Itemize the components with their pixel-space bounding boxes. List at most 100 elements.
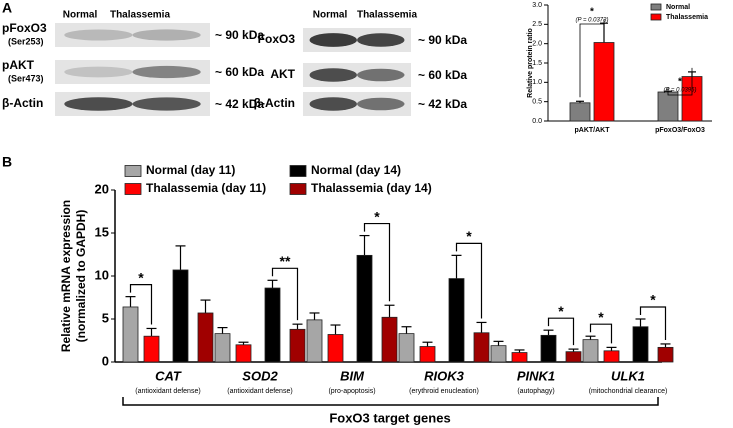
row-label: AKT [270,67,295,81]
x-tick-label: BIM [340,368,365,383]
sig-bracket [129,284,153,325]
x-tick-label: RIOK3 [424,368,465,383]
blot-band [64,66,133,78]
sig-star: * [466,228,472,244]
bar [511,352,528,363]
row-sublabel: (Ser253) [8,36,44,46]
bar [381,316,398,363]
y-tick-label: 10 [95,267,109,282]
x-tick-label: pAKT/AKT [575,127,611,134]
legend-label: Normal (day 11) [146,163,235,177]
y-tick-label: 0.0 [532,118,542,125]
x-sublabel: (pro-apoptosis) [328,388,375,395]
sig-star: * [590,7,594,18]
y-axis-title: Relative mRNA expression [59,200,73,352]
sig-star: * [650,292,656,308]
y-tick-label: 0.5 [532,99,542,106]
blot-band [357,68,405,82]
lane-label: Normal [63,10,98,21]
bar [657,91,679,122]
bar [593,42,615,122]
size-label: ~ 42 kDa [418,97,467,111]
bar [473,332,490,363]
legend-swatch [650,13,662,21]
legend-label: Thalassemia (day 14) [311,181,432,195]
bar [419,346,436,363]
y-axis-title: (normalized to GAPDH) [74,210,88,343]
sig-star: * [598,309,604,325]
bar [540,334,557,363]
size-label: ~ 60 kDa [215,65,264,79]
bar [235,344,252,363]
x-tick-label: pFoxO3/FoxO3 [655,127,705,134]
row-label: β-Actin [254,96,295,110]
blot-band [64,97,133,111]
y-tick-label: 2.5 [532,21,542,28]
x-sublabel: (antioxidant defense) [135,388,200,395]
bar [582,339,599,363]
blot-band [132,29,201,41]
lane-label: Thalassemia [357,10,417,21]
lane-label: Normal [313,10,348,21]
bar [569,102,591,122]
row-label: β-Actin [2,96,43,110]
row-label: pAKT [2,58,35,72]
legend-label: Thalassemia (day 11) [146,181,266,195]
y-tick-label: 1.0 [532,79,542,86]
size-label: ~ 42 kDa [215,97,264,111]
bar [657,346,674,363]
bar [327,334,344,363]
p-value: (P = 0.0373) [576,18,609,24]
bar [197,312,214,363]
x-sublabel: (antioxidant defense) [227,388,292,395]
sig-star: ** [280,253,291,269]
bar [289,328,306,363]
p-value: (P = 0.0395) [664,88,697,94]
sig-bracket [639,306,667,340]
y-tick-label: 1.5 [532,60,542,67]
size-label: ~ 90 kDa [418,33,467,47]
bar [122,306,139,363]
row-label: pFoxO3 [2,21,47,35]
legend-label: Normal (day 14) [311,163,401,177]
sig-bracket [589,323,613,344]
legend-label: Normal [666,4,690,11]
blot-band [357,97,405,111]
legend-swatch [124,165,142,177]
y-tick-label: 5 [102,310,109,325]
row-label: FoxO3 [258,32,296,46]
x-sublabel: (mitochondrial clearance) [589,388,668,395]
legend-swatch [650,3,662,11]
blot-band [357,33,405,47]
y-tick-label: 15 [95,224,109,239]
sig-star: * [374,208,380,224]
blot-band [309,97,357,111]
blot-band [309,68,357,82]
blot-band [132,97,201,111]
bar [172,269,189,363]
bar [143,335,160,363]
bar [565,351,582,363]
x-tick-label: SOD2 [242,368,278,383]
sig-star: * [138,269,144,285]
blot-band [309,33,357,47]
y-tick-label: 3.0 [532,2,542,9]
x-tick-label: ULK1 [611,368,645,383]
bar [356,254,373,363]
legend-swatch [289,165,307,177]
size-label: ~ 60 kDa [418,68,467,82]
x-tick-label: CAT [155,368,182,383]
blot-band [132,65,201,79]
y-tick-label: 2.0 [532,41,542,48]
bar [398,333,415,363]
bar [448,278,465,363]
y-axis-title: Relative protein ratio [527,28,534,98]
group-bracket [122,397,659,406]
sig-bracket [579,19,605,98]
blot-band [64,29,133,41]
bar [214,333,231,363]
y-tick-label: 0 [102,353,109,368]
sig-bracket [363,222,391,302]
bar [603,350,620,363]
